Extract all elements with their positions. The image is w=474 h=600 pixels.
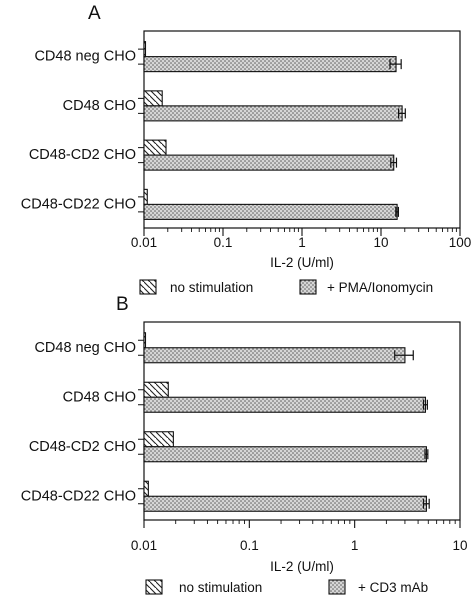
category-label: CD48-CD22 CHO — [21, 196, 136, 212]
bar — [143, 495, 427, 512]
bar — [143, 347, 406, 364]
bar — [143, 396, 427, 413]
bar — [143, 446, 427, 463]
category-label: CD48 neg CHO — [34, 49, 136, 65]
panel-label: A — [88, 3, 101, 24]
plot-frame — [143, 321, 461, 521]
bar — [143, 154, 395, 171]
bar — [143, 105, 403, 122]
legend-swatch-stimulated — [299, 279, 317, 295]
category-label: CD48 neg CHO — [34, 340, 136, 356]
chart-panel-a: A 0.01 0.1 1 10 100 IL-2 (U/ml) CD48 neg CHO CD4… — [21, 3, 472, 295]
bar — [143, 41, 147, 58]
x-axis-label: IL-2 (U/ml) — [270, 255, 334, 270]
x-tick-label: 0.01 — [131, 538, 157, 553]
chart-panel-b: B 0.01 0.1 1 10 IL-2 (U/ml) CD48 neg CHO CD48 C… — [21, 294, 468, 595]
bar — [143, 203, 398, 220]
category-label: CD48 CHO — [63, 98, 136, 114]
legend-label: no stimulation — [179, 580, 262, 595]
x-tick-label: 100 — [449, 235, 472, 250]
x-tick-label: 10 — [373, 235, 388, 250]
bar — [143, 431, 174, 448]
legend-label: + PMA/Ionomycin — [327, 280, 433, 295]
bar — [143, 90, 163, 107]
category-label: CD48 CHO — [63, 389, 136, 405]
x-axis-label: IL-2 (U/ml) — [270, 559, 334, 574]
category-label: CD48-CD2 CHO — [29, 439, 136, 455]
x-tick-label: 0.1 — [240, 538, 259, 553]
x-tick-label: 1 — [298, 235, 306, 250]
category-label: CD48-CD22 CHO — [21, 488, 136, 504]
legend-swatch-stimulated — [328, 579, 346, 595]
legend: no stimulation + PMA/Ionomycin — [139, 279, 433, 295]
legend-label: no stimulation — [170, 280, 253, 295]
bar — [143, 139, 167, 156]
category-label: CD48-CD2 CHO — [29, 147, 136, 163]
bar — [143, 480, 149, 497]
x-tick-label: 0.1 — [214, 235, 233, 250]
panel-label: B — [116, 294, 129, 315]
x-tick-label: 1 — [351, 538, 359, 553]
legend-swatch-no-stimulation — [139, 279, 157, 295]
legend-label: + CD3 mAb — [358, 580, 428, 595]
legend: no stimulation + CD3 mAb — [145, 579, 428, 595]
x-tick-label: 10 — [452, 538, 467, 553]
bar — [143, 381, 169, 398]
bar — [143, 332, 147, 349]
bar — [143, 56, 397, 73]
bar — [143, 188, 148, 205]
x-tick-label: 0.01 — [131, 235, 157, 250]
legend-swatch-no-stimulation — [145, 579, 163, 595]
